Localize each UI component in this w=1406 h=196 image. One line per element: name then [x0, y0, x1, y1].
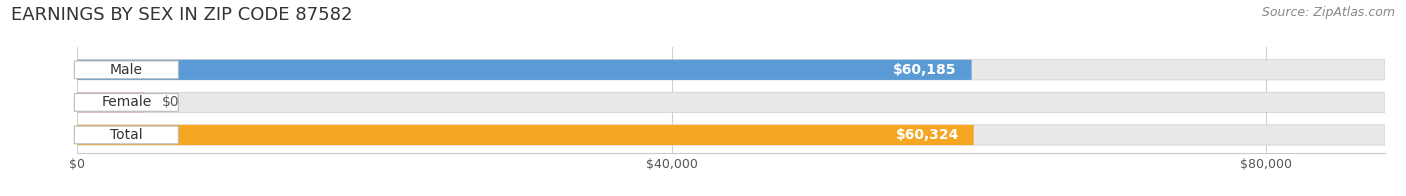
FancyBboxPatch shape — [77, 60, 972, 80]
Text: $0: $0 — [162, 95, 180, 109]
FancyBboxPatch shape — [75, 126, 179, 144]
FancyBboxPatch shape — [77, 60, 1385, 80]
Text: EARNINGS BY SEX IN ZIP CODE 87582: EARNINGS BY SEX IN ZIP CODE 87582 — [11, 6, 353, 24]
Text: Source: ZipAtlas.com: Source: ZipAtlas.com — [1261, 6, 1395, 19]
FancyBboxPatch shape — [77, 92, 1385, 113]
FancyBboxPatch shape — [77, 125, 974, 145]
FancyBboxPatch shape — [77, 92, 145, 113]
Text: Total: Total — [110, 128, 142, 142]
Text: $60,185: $60,185 — [893, 63, 956, 77]
Text: Male: Male — [110, 63, 143, 77]
FancyBboxPatch shape — [77, 125, 1385, 145]
FancyBboxPatch shape — [75, 61, 179, 79]
Text: Female: Female — [101, 95, 152, 109]
FancyBboxPatch shape — [75, 93, 179, 111]
Text: $60,324: $60,324 — [896, 128, 959, 142]
